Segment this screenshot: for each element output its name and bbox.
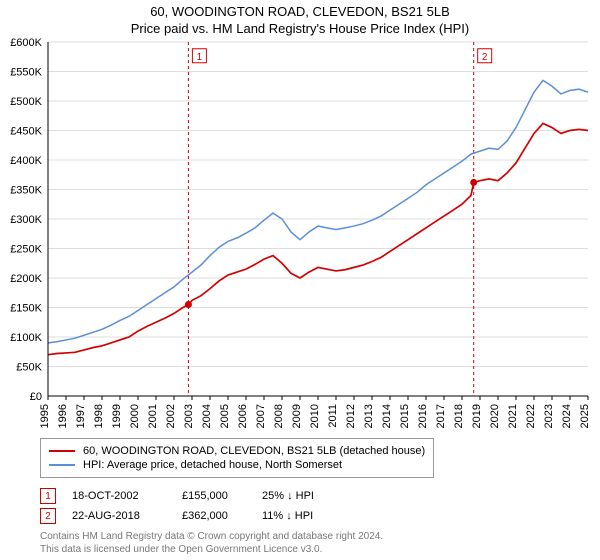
- svg-text:£350K: £350K: [10, 185, 42, 197]
- svg-text:1996: 1996: [57, 404, 69, 428]
- sale-marker-1-row: 1 18-OCT-2002 £155,000 25% ↓ HPI: [40, 488, 570, 504]
- svg-text:2014: 2014: [381, 404, 393, 428]
- svg-text:£450K: £450K: [10, 126, 42, 138]
- svg-text:£200K: £200K: [10, 273, 42, 285]
- svg-text:1997: 1997: [75, 404, 87, 428]
- svg-text:2017: 2017: [435, 404, 447, 428]
- svg-text:2021: 2021: [507, 404, 519, 428]
- svg-text:1: 1: [197, 52, 203, 63]
- svg-text:2008: 2008: [273, 404, 285, 428]
- svg-text:2013: 2013: [363, 404, 375, 428]
- svg-text:1999: 1999: [111, 404, 123, 428]
- svg-text:£550K: £550K: [10, 67, 42, 79]
- svg-text:2010: 2010: [309, 404, 321, 428]
- legend-swatch-property: [49, 450, 75, 452]
- svg-text:£0: £0: [30, 391, 42, 403]
- svg-text:2023: 2023: [543, 404, 555, 428]
- sale-marker-2-row: 2 22-AUG-2018 £362,000 11% ↓ HPI: [40, 508, 570, 524]
- svg-text:2016: 2016: [417, 404, 429, 428]
- legend-label-property: 60, WOODINGTON ROAD, CLEVEDON, BS21 5LB …: [83, 445, 425, 457]
- sale-marker-1-price: £155,000: [182, 490, 262, 502]
- svg-text:2000: 2000: [129, 404, 141, 428]
- svg-text:2020: 2020: [489, 404, 501, 428]
- licence-text: Contains HM Land Registry data © Crown c…: [40, 530, 570, 556]
- svg-text:£100K: £100K: [10, 332, 42, 344]
- sale-marker-2-price: £362,000: [182, 510, 262, 522]
- svg-text:2025: 2025: [579, 404, 591, 428]
- svg-text:2007: 2007: [255, 404, 267, 428]
- svg-text:2001: 2001: [147, 404, 159, 428]
- svg-text:2015: 2015: [399, 404, 411, 428]
- sale-marker-2-pct: 11% ↓ HPI: [262, 510, 362, 522]
- svg-text:2024: 2024: [561, 404, 573, 428]
- legend: 60, WOODINGTON ROAD, CLEVEDON, BS21 5LB …: [40, 438, 434, 478]
- svg-text:£250K: £250K: [10, 244, 42, 256]
- svg-text:2004: 2004: [201, 404, 213, 428]
- svg-text:2009: 2009: [291, 404, 303, 428]
- chart-title: 60, WOODINGTON ROAD, CLEVEDON, BS21 5LB: [0, 4, 600, 19]
- svg-text:£50K: £50K: [16, 362, 42, 374]
- legend-label-hpi: HPI: Average price, detached house, Nort…: [83, 459, 342, 471]
- svg-text:1995: 1995: [39, 404, 51, 428]
- sale-marker-1-icon: 1: [40, 488, 56, 504]
- svg-text:£150K: £150K: [10, 303, 42, 315]
- svg-text:2022: 2022: [525, 404, 537, 428]
- svg-text:2006: 2006: [237, 404, 249, 428]
- svg-text:£600K: £600K: [10, 37, 42, 49]
- svg-text:£300K: £300K: [10, 214, 42, 226]
- svg-text:2: 2: [482, 52, 488, 63]
- svg-text:1998: 1998: [93, 404, 105, 428]
- svg-text:2003: 2003: [183, 404, 195, 428]
- svg-text:2005: 2005: [219, 404, 231, 428]
- sale-marker-2-date: 22-AUG-2018: [72, 510, 182, 522]
- sale-marker-1-pct: 25% ↓ HPI: [262, 490, 362, 502]
- svg-text:2018: 2018: [453, 404, 465, 428]
- price-chart: £0 £50K £100K £150K £200K £250K £300K £350K £400…: [0, 36, 600, 436]
- svg-text:2011: 2011: [327, 404, 339, 428]
- chart-subtitle: Price paid vs. HM Land Registry's House …: [0, 21, 600, 36]
- svg-text:£400K: £400K: [10, 155, 42, 167]
- svg-text:£500K: £500K: [10, 96, 42, 108]
- svg-text:2002: 2002: [165, 404, 177, 428]
- sale-marker-1-date: 18-OCT-2002: [72, 490, 182, 502]
- svg-text:2012: 2012: [345, 404, 357, 428]
- svg-text:2019: 2019: [471, 404, 483, 428]
- legend-swatch-hpi: [49, 464, 75, 466]
- sale-marker-2-icon: 2: [40, 508, 56, 524]
